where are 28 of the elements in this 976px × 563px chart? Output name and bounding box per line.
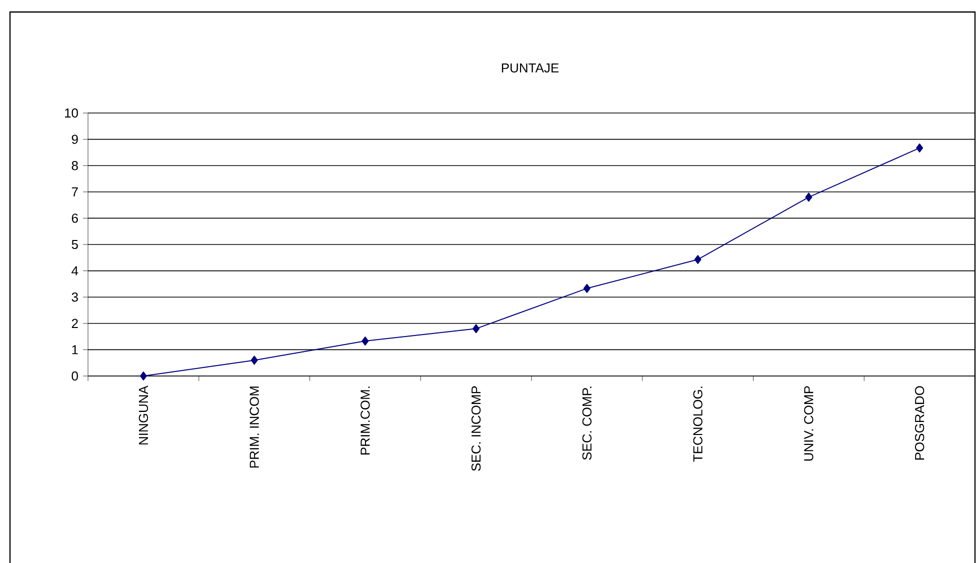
x-tick-label: TECNOLOG. xyxy=(693,386,702,462)
x-tick-label: UNIV. COMP xyxy=(804,386,814,461)
point xyxy=(805,192,812,202)
point xyxy=(583,284,590,293)
y-tick-label: 7 xyxy=(72,187,78,196)
x-tick-label: SEC. INCOMP xyxy=(471,386,481,471)
x-tick-label: NINGUNA xyxy=(138,386,148,444)
y-tick-label: 10 xyxy=(65,108,78,118)
point xyxy=(362,336,369,346)
point xyxy=(140,372,147,380)
y-tick-label: 2 xyxy=(72,318,78,328)
y-tick-label: 6 xyxy=(72,214,78,223)
y-tick-label: 8 xyxy=(72,160,78,170)
y-tick-label: 0 xyxy=(72,371,78,381)
x-tick-label: PRIM. INCOM xyxy=(250,386,259,468)
y-tick-label: 9 xyxy=(72,134,78,144)
point xyxy=(916,143,924,152)
chart-title: PUNTAJE xyxy=(502,63,559,73)
point xyxy=(694,254,702,264)
y-tick-label: 3 xyxy=(72,292,78,302)
x-tick-label: SEC. COMP. xyxy=(582,386,592,460)
x-tick-label: POSGRADO xyxy=(914,386,924,460)
point xyxy=(250,356,258,365)
x-tick-label: PRIM.COM. xyxy=(360,386,370,455)
y-tick-label: 1 xyxy=(72,345,78,354)
y-tick-label: 4 xyxy=(72,266,78,276)
y-tick-label: 5 xyxy=(72,240,78,250)
point xyxy=(472,324,480,334)
